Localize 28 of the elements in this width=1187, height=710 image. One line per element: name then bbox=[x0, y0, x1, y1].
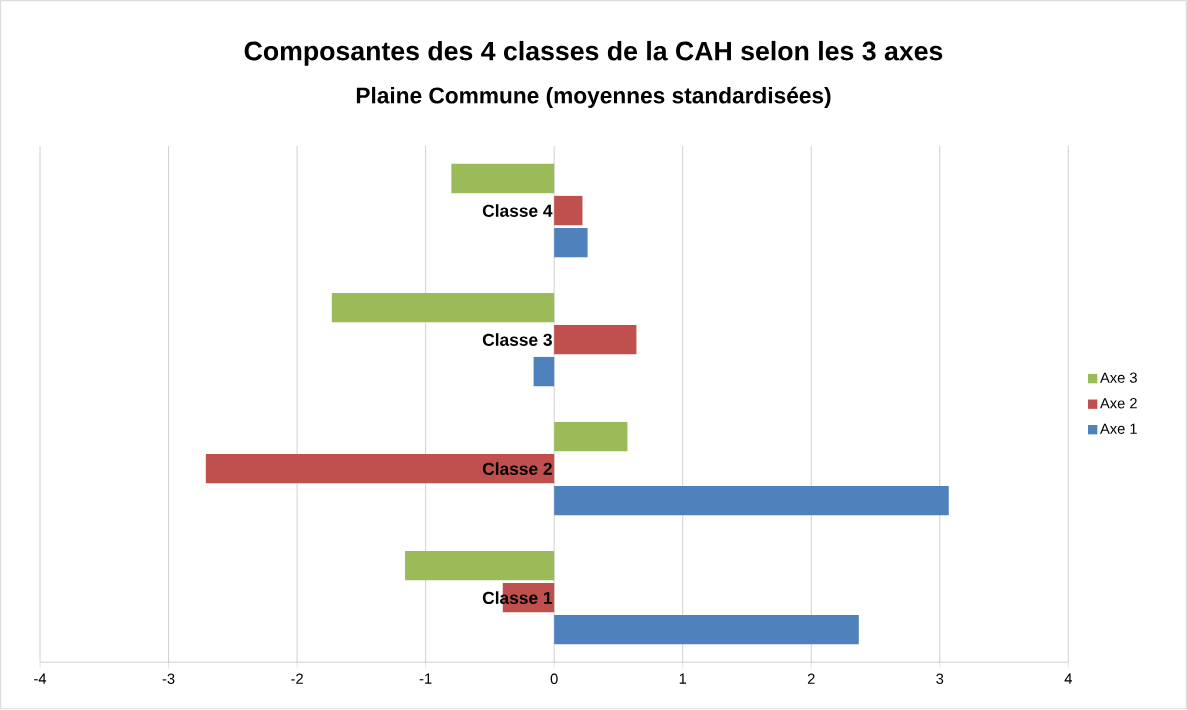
bar bbox=[451, 164, 555, 194]
x-tick-label: 4 bbox=[1064, 673, 1072, 684]
y-tick-label: Classe 3 bbox=[482, 333, 552, 347]
bar bbox=[533, 357, 555, 387]
legend-label: Axe 1 bbox=[1100, 423, 1137, 435]
bar bbox=[554, 196, 583, 226]
x-tick-label: 3 bbox=[936, 673, 944, 685]
x-tick-label: 2 bbox=[807, 673, 815, 685]
x-tick-label: -1 bbox=[419, 673, 432, 684]
chart-title: Composantes des 4 classes de la CAH selon les 3 axes bbox=[244, 41, 943, 67]
chart-subtitle: Plaine Commune (moyennes standardisées) bbox=[356, 86, 831, 109]
x-tick-label: -2 bbox=[291, 673, 303, 685]
y-tick-label: Classe 4 bbox=[482, 204, 553, 218]
x-tick-label: -3 bbox=[162, 673, 175, 685]
bar bbox=[405, 551, 555, 581]
y-tick-label: Classe 2 bbox=[482, 462, 552, 476]
bar bbox=[554, 325, 637, 355]
x-tick-label: 0 bbox=[550, 673, 558, 685]
bar bbox=[554, 228, 588, 258]
bar bbox=[554, 615, 859, 645]
bar bbox=[554, 486, 949, 516]
legend-label: Axe 2 bbox=[1100, 398, 1137, 409]
x-tick-label: -4 bbox=[34, 673, 47, 684]
bar bbox=[554, 422, 628, 452]
x-tick-label: 1 bbox=[679, 673, 687, 684]
bar bbox=[331, 293, 555, 323]
bar bbox=[205, 454, 555, 484]
legend-label: Axe 3 bbox=[1100, 372, 1137, 384]
